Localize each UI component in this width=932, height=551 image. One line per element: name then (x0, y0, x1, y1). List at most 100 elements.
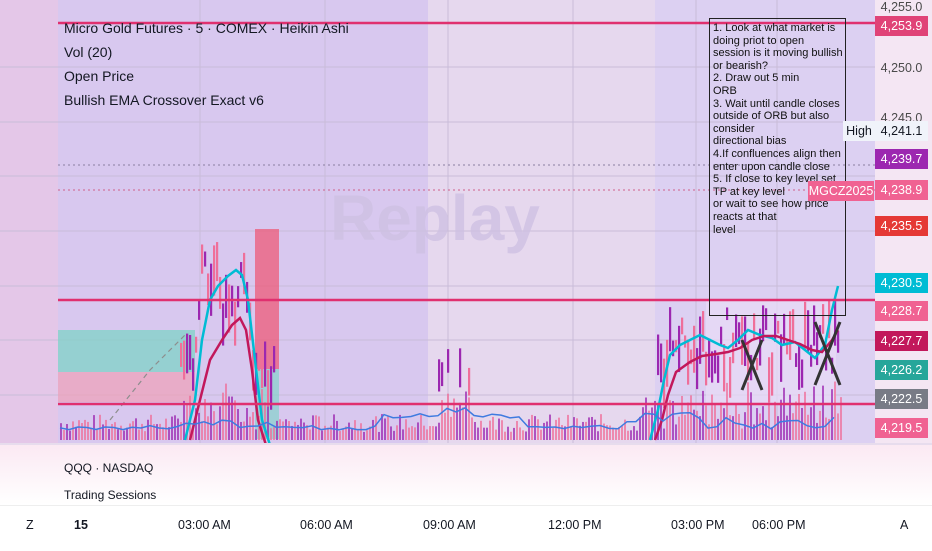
volume-bar (468, 397, 470, 440)
candle (822, 304, 825, 334)
volume-bar (753, 424, 755, 440)
volume-bar (783, 387, 785, 440)
auto-scale-button[interactable]: A (900, 518, 909, 532)
volume-bar (798, 393, 800, 440)
volume-bar (825, 417, 827, 440)
candle (264, 341, 267, 387)
lower-pane[interactable]: QQQ · NASDAQ Trading Sessions (0, 445, 932, 505)
volume-bar (537, 419, 539, 440)
volume-bar (228, 396, 230, 440)
volume-bar (93, 415, 95, 440)
volume-bar (99, 414, 101, 440)
volume-bar (789, 394, 791, 440)
volume-bar (477, 427, 479, 440)
price-label: 4,235.5 (875, 216, 928, 236)
candle (744, 316, 747, 366)
volume-bar (792, 413, 794, 440)
chart-legend: Micro Gold Futures · 5 · COMEX · Heikin … (64, 16, 349, 112)
volume-bar (201, 421, 203, 440)
volume-bar (714, 404, 716, 440)
candle (183, 340, 186, 380)
candle (225, 274, 228, 318)
volume-bar (579, 425, 581, 440)
volume-bar (573, 417, 575, 440)
volume-bar (558, 417, 560, 440)
volume-bar (267, 401, 269, 440)
timezone-corner-button[interactable]: Z (26, 518, 34, 532)
volume-bar (645, 397, 647, 440)
volume-bar (258, 415, 260, 440)
volume-bar (297, 424, 299, 440)
volume-bar (210, 402, 212, 440)
volume-bar (588, 417, 590, 440)
volume-bar (441, 400, 443, 440)
volume-bar (270, 428, 272, 440)
volume-bar (474, 421, 476, 440)
volume-bar (666, 403, 668, 440)
volume-bar (285, 419, 287, 440)
volume-bar (162, 427, 164, 440)
replay-watermark: Replay (330, 182, 540, 254)
strategy-note-box[interactable]: 1. Look at what market is doing priot to… (709, 18, 846, 316)
legend-symbol-title[interactable]: Micro Gold Futures · 5 · COMEX · Heikin … (64, 20, 349, 36)
volume-bar (639, 416, 641, 440)
volume-bar (804, 391, 806, 440)
volume-bar (144, 431, 146, 440)
volume-bar (81, 423, 83, 440)
volume-bar (720, 402, 722, 440)
volume-bar (435, 426, 437, 440)
volume-bar (438, 422, 440, 440)
candle (780, 334, 783, 382)
volume-bar (225, 383, 227, 440)
candle (768, 357, 771, 403)
volume-bar (594, 419, 596, 440)
volume-bar (828, 418, 830, 440)
legend-ema-indicator[interactable]: Bullish EMA Crossover Exact v6 (64, 92, 264, 108)
volume-bar (108, 428, 110, 440)
chart-pane[interactable]: Replay Micro Gold Futures · 5 · COMEX · … (0, 0, 932, 445)
price-label: 4,241.1 (875, 121, 928, 141)
candle (807, 310, 810, 352)
volume-bar (330, 425, 332, 440)
legend-volume[interactable]: Vol (20) (64, 44, 113, 60)
session-band-london (428, 0, 655, 445)
candle (783, 313, 786, 346)
volume-bar (114, 422, 116, 440)
volume-bar (519, 427, 521, 440)
volume-bar (186, 405, 188, 440)
volume-bar (633, 426, 635, 440)
high-tag: High (843, 121, 875, 141)
volume-bar (711, 394, 713, 440)
volume-bar (516, 421, 518, 440)
volume-bar (726, 382, 728, 440)
volume-bar (369, 426, 371, 440)
volume-bar (66, 424, 68, 440)
pane-separator[interactable] (0, 443, 932, 446)
volume-bar (777, 416, 779, 440)
lower-pane-sessions[interactable]: Trading Sessions (64, 488, 157, 502)
volume-bar (678, 416, 680, 440)
volume-bar (345, 426, 347, 440)
volume-bar (303, 422, 305, 440)
legend-open-price[interactable]: Open Price (64, 68, 135, 84)
candle (753, 313, 756, 339)
candle (207, 273, 210, 306)
candle (762, 305, 765, 342)
volume-bar (627, 430, 629, 440)
volume-bar (360, 423, 362, 440)
volume-bar (153, 424, 155, 440)
volume-bar (762, 406, 764, 440)
price-label: 4,230.5 (875, 273, 928, 293)
candle (669, 307, 672, 352)
candle (723, 344, 726, 392)
candle (204, 251, 207, 267)
candle (273, 346, 276, 373)
lower-pane-symbol[interactable]: QQQ · NASDAQ (64, 461, 154, 475)
candle (180, 342, 183, 367)
time-axis[interactable]: Z 15 03:00 AM 06:00 AM 09:00 AM 12:00 PM… (0, 505, 932, 551)
volume-bar (417, 422, 419, 440)
volume-bar (96, 429, 98, 440)
volume-bar (555, 419, 557, 440)
candle (186, 333, 189, 374)
volume-bar (513, 427, 515, 440)
